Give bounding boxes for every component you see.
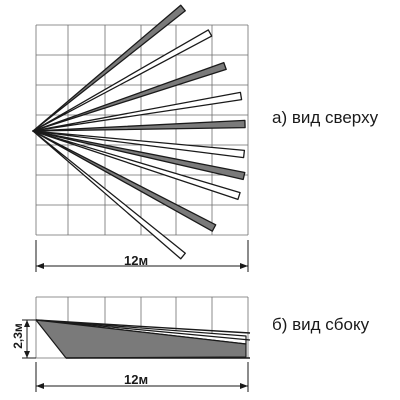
bottom-width-dimension-line xyxy=(35,362,249,392)
top-view-caption: а) вид сверху xyxy=(272,108,379,127)
detection-beam-7 xyxy=(32,130,246,181)
side-view-beams xyxy=(35,319,251,359)
detection-beam-10 xyxy=(32,130,186,260)
bottom-width-label: 12м xyxy=(124,372,149,387)
height-label-box: 2,3м xyxy=(6,310,30,362)
height-dimension-line xyxy=(22,319,36,359)
detection-beam-8 xyxy=(32,130,241,201)
detection-beam-1 xyxy=(32,4,186,132)
side-view-caption: б) вид сбоку xyxy=(272,315,370,334)
detection-beam-5 xyxy=(32,119,246,132)
top-view-grid xyxy=(35,24,249,236)
detection-beam-2 xyxy=(32,29,213,132)
detection-beam-4 xyxy=(32,91,243,132)
detection-beam-6 xyxy=(32,130,246,159)
detection-fan xyxy=(32,4,246,260)
top-width-label: 12м xyxy=(124,253,149,268)
detection-beam-9 xyxy=(32,130,217,232)
detection-beam-3 xyxy=(32,61,227,132)
top-width-dimension-line xyxy=(35,240,249,272)
height-label: 2,3м xyxy=(11,323,25,349)
